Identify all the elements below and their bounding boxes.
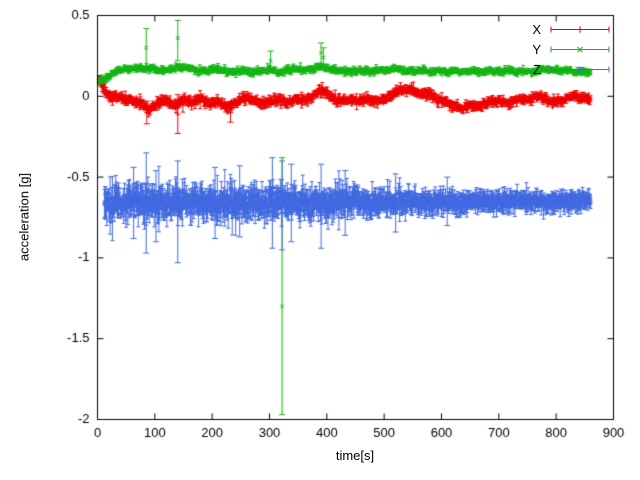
legend-entry-label: Y — [532, 41, 541, 57]
x-axis-label: time[s] — [335, 448, 375, 463]
legend-sample-x-icon — [550, 25, 610, 33]
legend-entry-z: Z — [532, 59, 611, 79]
legend-sample-y-icon — [550, 46, 610, 52]
legend-entry-label: X — [532, 21, 541, 37]
legend-entry-x: X — [532, 19, 611, 39]
legend-sample-z-icon — [550, 65, 610, 73]
legend-entry-label: Z — [533, 61, 541, 77]
y-axis-label: acceleration [g] — [16, 172, 32, 262]
legend-entry-y: Y — [532, 39, 611, 59]
